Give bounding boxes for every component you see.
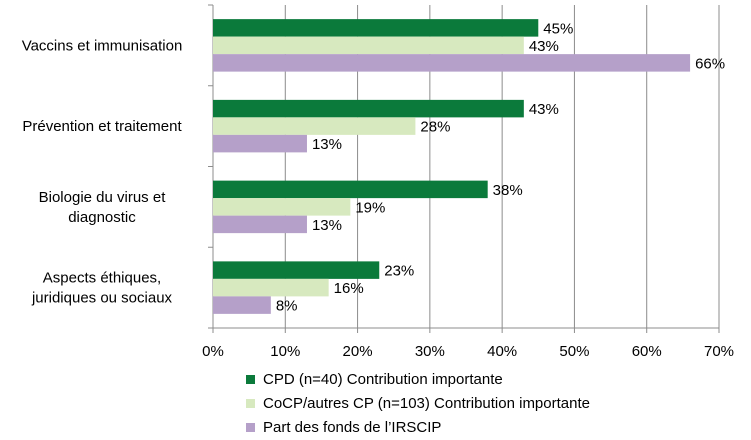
legend: CPD (n=40) Contribution importante CoCP/… (246, 367, 590, 439)
legend-label-irscip: Part des fonds de l’IRSCIP (263, 418, 442, 436)
x-tick-label: 30% (415, 343, 445, 360)
data-label: 66% (695, 55, 725, 72)
x-tick-label: 10% (270, 343, 300, 360)
data-label: 23% (384, 263, 414, 280)
bar (213, 19, 539, 37)
data-label: 28% (420, 119, 450, 136)
data-label: 43% (529, 101, 559, 118)
bar (213, 198, 351, 216)
bar (213, 134, 307, 153)
x-tick-label: 40% (487, 343, 517, 360)
x-tick-label: 20% (343, 343, 373, 360)
legend-item-cocp: CoCP/autres CP (n=103) Contribution impo… (246, 391, 590, 415)
legend-swatch-cocp (246, 398, 255, 408)
data-label: 13% (312, 217, 342, 234)
bar (213, 296, 271, 314)
bar (213, 36, 524, 55)
category-label: Aspects éthiques, (43, 270, 161, 287)
legend-item-irscip: Part des fonds de l’IRSCIP (246, 415, 590, 439)
bar (213, 215, 307, 234)
bar (213, 54, 691, 72)
legend-label-cpd: CPD (n=40) Contribution importante (263, 370, 503, 388)
category-label: juridiques ou sociaux (31, 290, 173, 307)
legend-swatch-cpd (246, 374, 255, 384)
x-tick-label: 0% (202, 343, 224, 360)
x-tick-label: 60% (632, 343, 662, 360)
data-label: 43% (529, 38, 559, 55)
category-label: Prévention et traitement (22, 118, 182, 135)
data-label: 19% (355, 199, 385, 216)
data-label: 38% (493, 182, 523, 199)
legend-swatch-irscip (246, 422, 255, 432)
data-label: 13% (312, 136, 342, 153)
legend-label-cocp: CoCP/autres CP (n=103) Contribution impo… (263, 394, 590, 412)
data-label: 45% (543, 20, 573, 37)
bar (213, 261, 380, 279)
category-label: Biologie du virus et (39, 189, 167, 206)
x-tick-label: 50% (559, 343, 589, 360)
category-label: diagnostic (68, 209, 136, 226)
legend-item-cpd: CPD (n=40) Contribution importante (246, 367, 590, 391)
data-label: 16% (334, 280, 364, 297)
bar (213, 278, 329, 297)
data-label: 8% (276, 298, 298, 315)
bar-chart: 0% 10% 20% 30% 40% 50% 60% 70% Vaccins et immuni… (22, 4, 734, 360)
x-tick-label: 70% (704, 343, 734, 360)
bar (213, 117, 416, 135)
bar (213, 99, 524, 118)
bar (213, 180, 488, 199)
category-label: Vaccins et immunisation (22, 37, 183, 54)
